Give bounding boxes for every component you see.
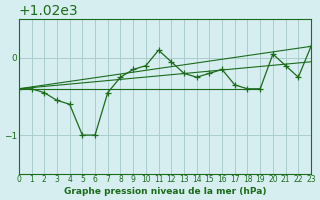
X-axis label: Graphe pression niveau de la mer (hPa): Graphe pression niveau de la mer (hPa) xyxy=(64,187,266,196)
